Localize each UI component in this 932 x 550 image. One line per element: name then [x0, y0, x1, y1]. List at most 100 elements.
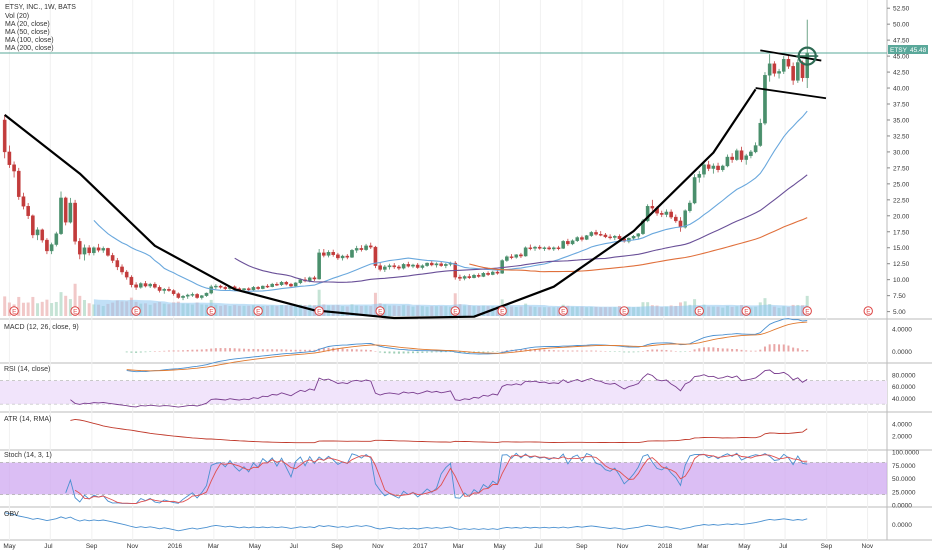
macd-histogram-bar — [754, 350, 757, 352]
candle-body — [711, 165, 716, 169]
volume-bar — [3, 296, 7, 316]
macd-histogram-bar — [271, 349, 274, 352]
candle — [340, 254, 345, 261]
candle — [763, 72, 767, 126]
candle-body — [364, 245, 368, 250]
volume-bar — [45, 299, 49, 316]
candle-body — [7, 151, 12, 165]
atr-tick-label: 4.0000 — [892, 422, 912, 429]
candle-body — [556, 247, 561, 249]
macd-histogram-bar — [557, 350, 560, 352]
candle — [289, 282, 293, 288]
earnings-marker-letter: E — [453, 308, 458, 315]
candle — [631, 234, 636, 241]
candle — [758, 118, 763, 147]
candle — [185, 293, 190, 299]
price-tick-label: 5.00 — [893, 309, 906, 316]
candle-body — [148, 283, 152, 287]
macd-histogram-bar — [139, 351, 142, 353]
macd-histogram-bar — [656, 349, 659, 352]
candle — [528, 244, 533, 251]
price-tick-label: 27.50 — [893, 165, 910, 172]
earnings-marker-ring — [9, 306, 19, 316]
candle-body — [589, 232, 594, 236]
candle — [458, 274, 462, 281]
candle-body — [307, 277, 312, 282]
macd-histogram-bar — [515, 349, 518, 352]
macd-histogram-bar — [397, 351, 400, 354]
stoch-tick-label: 0.0000 — [892, 503, 912, 510]
macd-histogram-bar — [759, 349, 762, 352]
stoch-d-line — [74, 453, 808, 504]
candle-body — [16, 170, 21, 197]
candle-body — [509, 256, 514, 258]
candle-body — [293, 282, 298, 287]
volume-bar — [317, 289, 321, 316]
candle-body — [415, 264, 420, 268]
legend-ma200: MA (200, close) — [5, 45, 54, 52]
candle — [575, 236, 580, 242]
stoch-band — [0, 462, 887, 495]
macd-histogram-bar — [735, 349, 738, 352]
macd-histogram-bar — [388, 351, 391, 354]
macd-histogram-bar — [745, 350, 748, 352]
candle-body — [54, 233, 59, 245]
candle-body — [21, 196, 26, 207]
macd-histogram-bar — [496, 351, 499, 352]
candle — [594, 229, 598, 236]
time-axis-label: Jul — [534, 543, 543, 550]
earnings-marker: E — [131, 306, 141, 316]
candle — [645, 204, 650, 223]
earnings-marker-ring — [863, 306, 873, 316]
candle — [218, 284, 223, 289]
volume-bars — [3, 283, 809, 316]
candle — [35, 227, 40, 241]
volume-bar — [82, 300, 86, 316]
candle — [49, 242, 54, 255]
time-axis-label: May — [493, 543, 506, 550]
macd-histogram-bar — [571, 350, 574, 352]
drawings[interactable] — [4, 46, 827, 320]
candle-body — [401, 264, 406, 269]
candle-body — [716, 165, 720, 171]
candle-body — [537, 246, 542, 249]
time-axis-label: Nov — [127, 543, 139, 550]
candle — [683, 209, 687, 229]
candle-body — [669, 211, 673, 218]
candle-body — [594, 232, 598, 235]
price-tick-label: 20.00 — [893, 213, 910, 220]
candle-body — [739, 150, 744, 160]
candle-body — [688, 202, 692, 211]
candle-body — [429, 262, 434, 266]
earnings-marker: E — [206, 306, 216, 316]
candles[interactable] — [2, 19, 810, 301]
candle-body — [392, 265, 397, 268]
candle-body — [434, 263, 439, 266]
candle — [725, 154, 730, 168]
macd-histogram-bar — [266, 349, 269, 352]
candle — [570, 239, 575, 246]
candle — [589, 231, 594, 237]
time-axis-label: May — [738, 543, 751, 550]
candle — [129, 275, 134, 288]
price-badge-value: 45.48 — [910, 47, 927, 54]
candle-body — [490, 271, 495, 275]
macd-tick-label: 4.0000 — [892, 326, 912, 333]
candle — [796, 59, 800, 83]
candle — [603, 233, 608, 239]
candle-body — [68, 202, 73, 223]
candle — [167, 286, 171, 292]
earnings-marker: E — [9, 306, 19, 316]
candle — [54, 231, 59, 247]
candle — [21, 192, 26, 210]
candle — [115, 257, 120, 271]
macd-histogram-bar — [684, 351, 687, 352]
earnings-marker-ring — [131, 306, 141, 316]
time-axis-label: 2017 — [413, 543, 428, 550]
candle-body — [368, 245, 373, 248]
macd-histogram-bar — [637, 351, 640, 353]
candle — [509, 254, 514, 260]
